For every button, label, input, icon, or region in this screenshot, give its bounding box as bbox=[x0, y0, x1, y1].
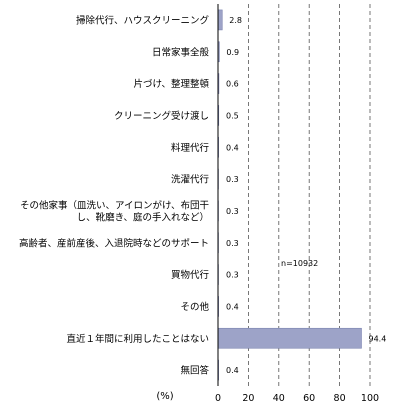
value-label: 0.3 bbox=[226, 175, 239, 184]
value-label: 94.4 bbox=[368, 334, 386, 343]
category-label: 料理代行 bbox=[171, 142, 210, 154]
category-label: 洗濯代行 bbox=[171, 174, 210, 186]
category-label: 買物代行 bbox=[171, 269, 210, 281]
value-label: 0.6 bbox=[226, 80, 239, 89]
category-label: クリーニング受け渡し bbox=[114, 110, 209, 122]
category-label: 日常家事全般 bbox=[152, 46, 210, 58]
value-label: 0.9 bbox=[226, 48, 239, 57]
category-labels: 掃除代行、ハウスクリーニング日常家事全般片づけ、整理整頓クリーニング受け渡し料理… bbox=[19, 14, 210, 376]
category-label: その他 bbox=[180, 301, 209, 313]
category-label: 直近１年間に利用したことはない bbox=[66, 333, 209, 345]
value-label: 0.3 bbox=[226, 239, 239, 248]
value-label: 0.3 bbox=[226, 207, 239, 216]
bar bbox=[217, 9, 223, 31]
bar bbox=[217, 327, 362, 349]
category-label: 高齢者、産前産後、入退院時などのサポート bbox=[19, 237, 209, 249]
value-label: 0.4 bbox=[226, 366, 239, 375]
category-label: 掃除代行、ハウスクリーニング bbox=[76, 14, 210, 26]
value-label: 2.8 bbox=[229, 16, 242, 25]
x-tick-label: 0 bbox=[215, 393, 221, 404]
x-tick-label: 100 bbox=[361, 393, 379, 404]
value-labels: 2.8 0.9 0.6 0.5 0.4 0.3 0.3 0.3 0.3 0.4 94.4 0.4 bbox=[226, 16, 386, 375]
gridlines bbox=[247, 4, 371, 386]
x-tick-labels: 0 20 40 60 80 100 bbox=[215, 393, 379, 404]
x-tick-label: 20 bbox=[242, 393, 254, 404]
value-label: 0.3 bbox=[226, 271, 239, 280]
category-label: 片づけ、整理整頓 bbox=[133, 78, 209, 90]
x-tick-label: 40 bbox=[273, 393, 285, 404]
unit-label: (%) bbox=[156, 391, 173, 402]
value-label: 0.4 bbox=[226, 302, 239, 311]
category-label: 無回答 bbox=[180, 365, 209, 377]
sample-size-annotation: n=10932 bbox=[281, 259, 318, 268]
value-label: 0.4 bbox=[226, 143, 239, 152]
value-label: 0.5 bbox=[226, 111, 239, 120]
category-label: その他家事（皿洗い、アイロンがけ、布団干し、靴磨き、庭の手入れなど） bbox=[20, 199, 209, 223]
x-tick-label: 60 bbox=[303, 393, 315, 404]
x-tick-label: 80 bbox=[334, 393, 346, 404]
